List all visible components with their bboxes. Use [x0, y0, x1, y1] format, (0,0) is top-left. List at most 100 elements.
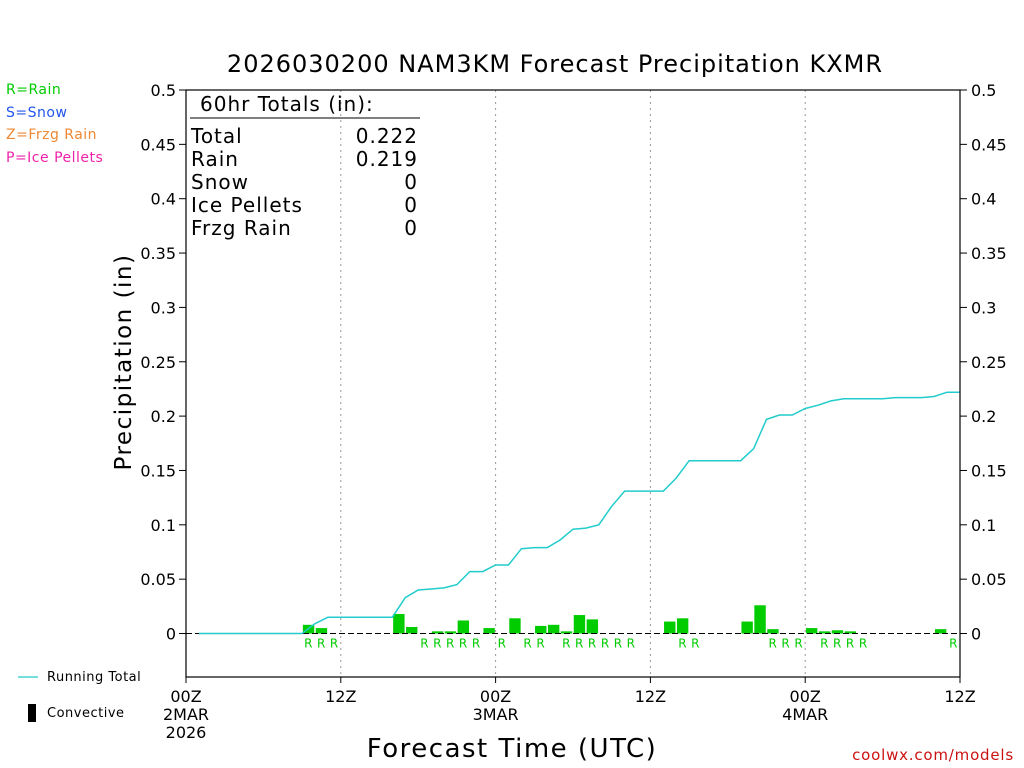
precip-bar	[664, 621, 676, 634]
totals-row-value: 0	[404, 170, 418, 194]
ptype-marker: R	[498, 637, 507, 651]
precip-bar	[831, 630, 844, 634]
y-tick-label-right: 0.4	[971, 190, 996, 209]
totals-row-value: 0.222	[356, 124, 418, 148]
ptype-marker: R	[949, 637, 958, 651]
precip-bar	[406, 626, 418, 634]
y-tick-label-right: 0.35	[971, 244, 1007, 263]
precip-bar	[457, 620, 470, 634]
bottom-legend	[18, 676, 38, 722]
y-tick-label-left: 0.15	[140, 461, 176, 480]
ptype-marker: R	[536, 637, 545, 651]
totals-row-value: 0	[404, 193, 418, 217]
legend-snow: S=Snow	[6, 105, 68, 121]
x-tick-date: 4MAR	[782, 705, 828, 724]
precip-bar	[805, 628, 818, 634]
y-tick-label-left: 0.05	[140, 570, 176, 589]
ptype-marker: R	[304, 637, 313, 651]
precip-bar	[444, 631, 457, 634]
ptype-marker: R	[601, 637, 610, 651]
x-tick-year: 2026	[166, 723, 207, 742]
legend-rain: R=Rain	[6, 82, 62, 98]
totals-box: 60hr Totals (in): Total 0.222 Rain 0.219 Sno…	[190, 92, 420, 240]
x-tick-label: 12Z	[944, 687, 975, 706]
credit-link[interactable]: coolwx.com/models	[852, 746, 1014, 764]
ptype-marker: R	[614, 637, 623, 651]
precip-bar	[560, 631, 573, 634]
y-tick-label-right: 0.05	[971, 570, 1007, 589]
ptype-marker: R	[523, 637, 532, 651]
ptype-marker: R	[330, 637, 339, 651]
ptype-marker: R	[459, 637, 468, 651]
ptype-marker: R	[833, 637, 842, 651]
precip-bar	[676, 618, 689, 634]
ptype-marker: R	[846, 637, 855, 651]
ptype-marker: R	[820, 637, 829, 651]
bars-layer	[302, 605, 947, 634]
y-tick-label-left: 0.25	[140, 353, 176, 372]
precip-bar	[818, 631, 831, 634]
convective-legend-swatch	[28, 704, 36, 722]
y-tick-label-right: 0.45	[971, 135, 1007, 154]
ptype-marker: R	[472, 637, 481, 651]
precip-bar	[483, 628, 495, 634]
y-tick-label-left: 0.1	[151, 516, 176, 535]
ptype-marker: R	[794, 637, 803, 651]
y-tick-label-right: 0	[971, 625, 981, 644]
totals-header: 60hr Totals (in):	[200, 92, 374, 116]
x-tick-label: 00Z	[790, 687, 821, 706]
y-tick-label-right: 0.25	[971, 353, 1007, 372]
ptype-marker: R	[420, 637, 429, 651]
ptype-marker: R	[317, 637, 326, 651]
x-tick-label: 12Z	[325, 687, 356, 706]
precip-bar	[934, 629, 947, 634]
precip-bar	[741, 621, 753, 634]
chart-title: 2026030200 NAM3KM Forecast Precipitation…	[226, 50, 884, 78]
x-tick-date: 2MAR	[163, 705, 209, 724]
ptype-marker: R	[562, 637, 571, 651]
precip-bar	[431, 631, 444, 634]
y-tick-label-right: 0.15	[971, 461, 1007, 480]
ptype-marker: R	[781, 637, 790, 651]
totals-row-label: Total	[190, 124, 243, 148]
precip-bar	[767, 629, 779, 634]
running-total-line	[198, 391, 960, 635]
ptype-marker: R	[446, 637, 455, 651]
y-tick-label-left: 0.45	[140, 135, 176, 154]
x-tick-label: 12Z	[635, 687, 666, 706]
totals-row-value: 0.219	[356, 147, 418, 171]
totals-row-value: 0	[404, 216, 418, 240]
precip-bar	[509, 618, 521, 634]
precip-bar	[586, 619, 599, 634]
convective-legend-label: Convective	[47, 706, 125, 721]
y-tick-label-left: 0.2	[151, 407, 176, 426]
x-tick-label: 00Z	[480, 687, 511, 706]
y-tick-label-left: 0.35	[140, 244, 176, 263]
ptype-marker: R	[588, 637, 597, 651]
ptype-marker: R	[575, 637, 584, 651]
y-tick-label-right: 0.3	[971, 298, 996, 317]
y-tick-label-right: 0.1	[971, 516, 996, 535]
x-axis-label: Forecast Time (UTC)	[366, 734, 658, 764]
precip-bar	[393, 613, 405, 634]
running-total-legend-label: Running Total	[47, 670, 142, 685]
precip-bar	[573, 615, 586, 634]
precip-bar	[315, 628, 328, 634]
ptype-marker: R	[627, 637, 636, 651]
precip-bar	[754, 605, 766, 634]
y-tick-label-left: 0.5	[151, 81, 176, 100]
totals-row-label: Ice Pellets	[191, 193, 303, 217]
precip-bar	[547, 624, 560, 634]
legend-frzg-rain: Z=Frzg Rain	[6, 127, 98, 143]
ptype-marker: R	[769, 637, 778, 651]
x-tick-label: 00Z	[170, 687, 201, 706]
y-tick-label-right: 0.5	[971, 81, 996, 100]
ptype-marker: R	[691, 637, 700, 651]
x-tick-date: 3MAR	[473, 705, 519, 724]
ptype-marker: R	[433, 637, 442, 651]
y-tick-label-left: 0	[166, 625, 176, 644]
y-tick-label-right: 0.2	[971, 407, 996, 426]
ptype-marker: R	[678, 637, 687, 651]
totals-row-label: Frzg Rain	[191, 216, 292, 240]
